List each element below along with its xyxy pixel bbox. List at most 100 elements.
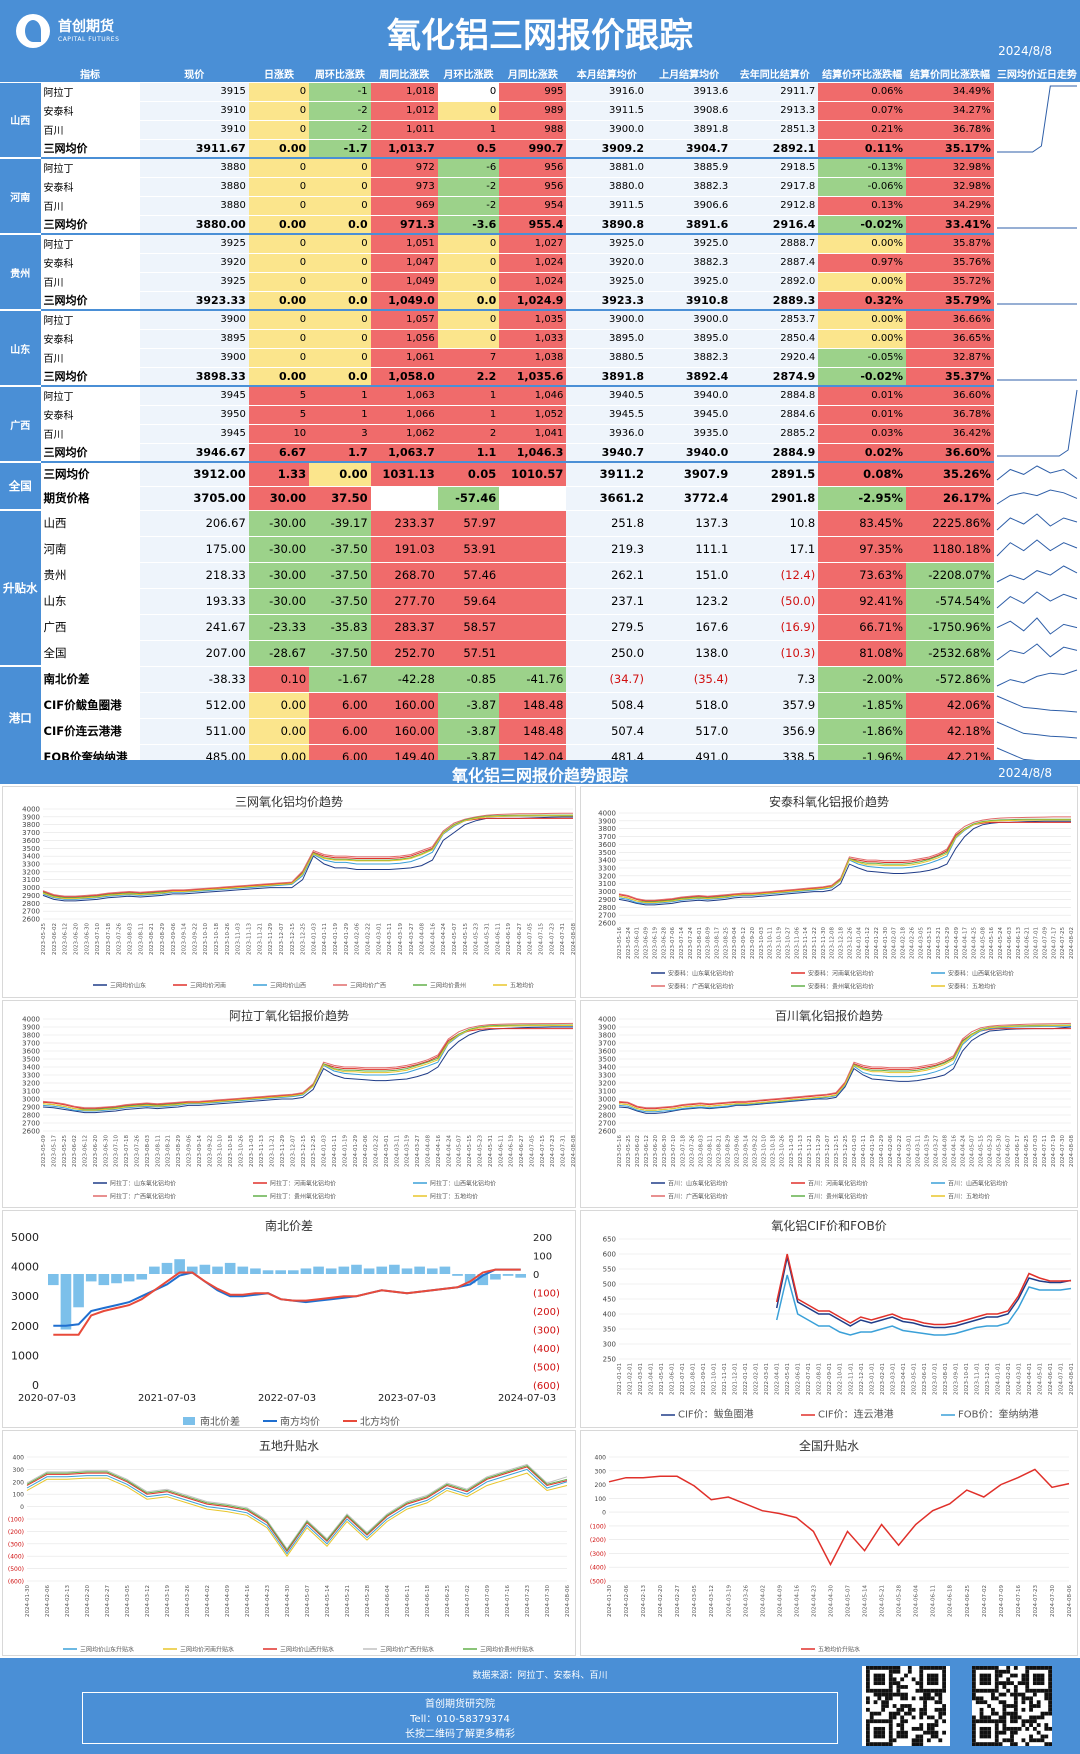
legend-label: 安泰科：河南氧化铝均价 bbox=[808, 970, 874, 978]
tick-label: (400) bbox=[533, 1344, 560, 1355]
table-row: 广西 241.67 -23.33 -35.83 283.37 58.57 279.5 167.… bbox=[0, 614, 1080, 641]
tick-label: 2024-03-05 bbox=[918, 927, 924, 959]
tick-label: 2024-03-19 bbox=[726, 1585, 732, 1617]
legend-label: 阿拉丁：河南氧化铝均价 bbox=[270, 1180, 336, 1188]
cell-value: -35.83 bbox=[309, 614, 371, 641]
tick-label: 2024-07-03 bbox=[1033, 1135, 1039, 1167]
cell-value: (10.3) bbox=[731, 640, 819, 667]
cell-value: 0.00 bbox=[248, 367, 310, 387]
cell-value: 3900.0 bbox=[566, 120, 648, 140]
cell-value: 1,027 bbox=[499, 234, 567, 254]
tick-label: 2023-09-22 bbox=[207, 1135, 213, 1167]
cell-value: -3.87 bbox=[437, 692, 500, 719]
tick-label: 2024-03-01 bbox=[376, 923, 382, 955]
cell-value: 1,061 bbox=[370, 348, 438, 368]
tick-label: 650 bbox=[603, 1236, 616, 1244]
tick-label: 2024-07-23 bbox=[1033, 1585, 1039, 1617]
tick-label: 2024-03-01 bbox=[1016, 1363, 1022, 1395]
tick-label: 2024-03-19 bbox=[398, 923, 404, 955]
tick-label: 2024-07-02 bbox=[465, 1585, 471, 1617]
tick-label: 2022-04-01 bbox=[775, 1363, 781, 1395]
spread-bar bbox=[111, 1274, 122, 1284]
tick-label: 3100 bbox=[22, 876, 40, 884]
cell-value: 0.01% bbox=[818, 386, 907, 406]
tick-label: 2024-05-23 bbox=[477, 1135, 483, 1167]
cell-value: 3900.0 bbox=[647, 310, 732, 330]
cell-value: 3940.7 bbox=[566, 443, 648, 463]
tick-label: 2024-01-29 bbox=[344, 923, 350, 955]
spread-bar bbox=[85, 1274, 97, 1282]
cell-value: 3945.5 bbox=[566, 405, 648, 425]
row-label: 阿拉丁 bbox=[40, 82, 140, 102]
series-line bbox=[618, 819, 1071, 904]
cell-value: 971.3 bbox=[370, 215, 438, 235]
trend-cell bbox=[993, 462, 1080, 487]
cell-value: 3911.67 bbox=[139, 139, 249, 159]
cell-value: 59.64 bbox=[437, 588, 500, 615]
tick-label: 2024-01-19 bbox=[342, 1135, 348, 1167]
tick-label: 2021-03-01 bbox=[638, 1363, 644, 1395]
cell-value: -30.00 bbox=[248, 588, 310, 615]
tick-label: 2024-01-01 bbox=[995, 1363, 1001, 1395]
tick-label: 3600 bbox=[22, 837, 40, 845]
tick-label: 2024-06-21 bbox=[1025, 927, 1031, 959]
tick-label: 2023-08-21 bbox=[716, 1135, 722, 1167]
cell-value: 7 bbox=[437, 348, 500, 368]
cell-value: 37.50 bbox=[309, 486, 371, 511]
cell-value: 0.07% bbox=[818, 101, 907, 121]
trend-sparkline bbox=[996, 464, 1078, 480]
tick-label: 2024-02-13 bbox=[641, 1585, 647, 1617]
trend-cell bbox=[993, 386, 1080, 463]
cell-value: 955.4 bbox=[499, 215, 567, 235]
cell-value: -1.67 bbox=[309, 666, 371, 693]
cell-value: (34.7) bbox=[566, 666, 648, 693]
cell-value: 53.91 bbox=[437, 536, 500, 563]
legend-label: 北方均价 bbox=[360, 1415, 400, 1428]
tick-label: (500) bbox=[590, 1579, 606, 1586]
cell-value: -572.86% bbox=[906, 666, 994, 693]
table-row: 山西 阿拉丁 3915 0 -1 1,018 0 995 3916.0 3913.6 2911.7 0… bbox=[0, 82, 1080, 159]
cell-value: 956 bbox=[499, 158, 567, 178]
tick-label: 2024-06-25 bbox=[1024, 1135, 1030, 1167]
tick-label: 2024-02-22 bbox=[365, 923, 371, 955]
chart-title: 五地升贴水 bbox=[258, 1439, 319, 1453]
cell-value: 3920.0 bbox=[566, 253, 648, 273]
cell-value: 1,035.6 bbox=[499, 367, 567, 387]
cell-value: 35.72% bbox=[906, 272, 994, 292]
cell-value: 1,024 bbox=[499, 272, 567, 292]
qr-code-icon[interactable] bbox=[972, 1666, 1052, 1746]
cell-value: 218.33 bbox=[139, 562, 249, 589]
cell-value: 2912.8 bbox=[731, 196, 819, 216]
spread-bar bbox=[186, 1266, 198, 1274]
spread-bar bbox=[237, 1266, 249, 1274]
cell-value: 3661.2 bbox=[566, 486, 648, 511]
cell-value: 6.00 bbox=[309, 692, 371, 719]
cell-value: 0.0 bbox=[309, 367, 371, 387]
cell-value: 3705.00 bbox=[139, 486, 249, 511]
trend-section-date: 2024/8/8 bbox=[998, 766, 1052, 780]
tick-label: 2023-11-30 bbox=[821, 927, 827, 959]
legend-label: 阿拉丁：广西氧化铝均价 bbox=[110, 1193, 176, 1201]
qr-code-icon[interactable] bbox=[862, 1666, 950, 1746]
tick-label: 3700 bbox=[598, 833, 616, 841]
company-logo: 首创期货 CAPITAL FUTURES bbox=[16, 12, 136, 52]
tick-label: 2024-04-16 bbox=[436, 1135, 442, 1167]
tick-label: 2023-12-15 bbox=[301, 1135, 307, 1167]
legend-label: 阿拉丁：山东氧化铝均价 bbox=[110, 1180, 176, 1188]
cell-value: 32.98% bbox=[906, 177, 994, 197]
column-header: 日涨跌 bbox=[248, 66, 310, 83]
spread-bar bbox=[300, 1268, 312, 1274]
spread-bar bbox=[376, 1266, 388, 1274]
tick-label: 2024-04-16 bbox=[951, 1135, 957, 1167]
cell-value: 3882.3 bbox=[647, 253, 732, 273]
cell-value: 0 bbox=[248, 234, 310, 254]
tick-label: 2022-07-03 bbox=[258, 1393, 316, 1404]
series-line bbox=[42, 1025, 573, 1112]
cell-value: 3923.3 bbox=[566, 291, 648, 311]
cell-value: 123.2 bbox=[647, 588, 732, 615]
series-line bbox=[42, 1028, 573, 1110]
tick-label: 2024-03-27 bbox=[933, 1135, 939, 1167]
table-row: 安泰科 3920 0 0 1,047 0 1,024 3920.0 3882.3 2887.4 0.… bbox=[0, 253, 1080, 273]
tick-label: 2024-08-08 bbox=[1069, 1135, 1075, 1167]
tick-label: 2024-07-09 bbox=[1042, 927, 1048, 959]
